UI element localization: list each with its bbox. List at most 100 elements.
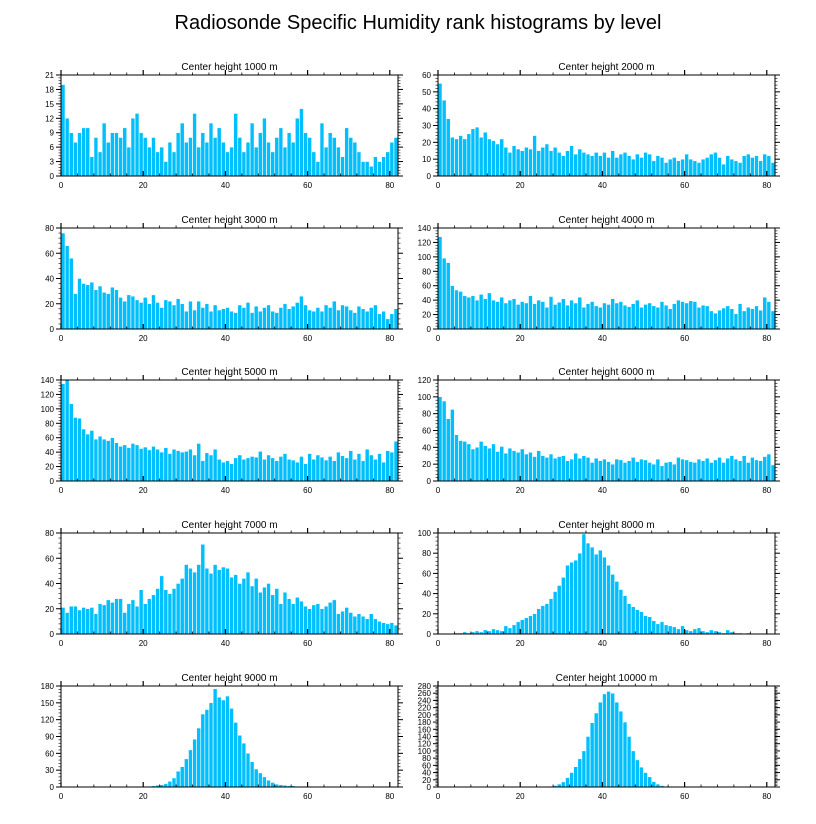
histogram-bar xyxy=(709,629,714,635)
histogram-bar xyxy=(130,295,136,330)
y-tick-label: 140 xyxy=(418,733,432,742)
histogram-bar xyxy=(692,160,697,177)
histogram-bar xyxy=(229,576,234,635)
histogram-bar xyxy=(688,300,693,330)
histogram-bar xyxy=(356,306,362,330)
histogram-bar xyxy=(598,307,603,330)
x-tick-label: 40 xyxy=(221,334,230,343)
histogram-bar xyxy=(487,292,492,330)
histogram-bar xyxy=(750,308,755,330)
histogram-bar xyxy=(282,146,288,177)
histogram-bar xyxy=(381,462,386,482)
histogram-bar xyxy=(282,453,288,482)
histogram-bar xyxy=(217,697,222,788)
histogram-bar xyxy=(606,565,611,635)
histogram-bar xyxy=(729,455,734,482)
histogram-bar xyxy=(249,456,255,482)
histogram-bar xyxy=(122,444,127,482)
histogram-bar xyxy=(511,298,517,330)
histogram-bar xyxy=(262,307,267,330)
histogram-bar xyxy=(233,312,238,330)
histogram-bar xyxy=(483,298,488,330)
histogram-bar xyxy=(635,461,640,482)
histogram-bar xyxy=(721,307,726,330)
histogram-bar xyxy=(470,448,476,482)
histogram-panel-1: Center height 1000 m 0 20 40 60 80 0 3 6 9 12 15 18 2… xyxy=(45,62,403,190)
histogram-bar xyxy=(373,459,378,482)
x-tick-label: 0 xyxy=(436,792,441,801)
y-tick-label: 50 xyxy=(422,88,431,97)
histogram-bar xyxy=(134,606,140,635)
histogram-bar xyxy=(746,307,751,330)
histogram-bar xyxy=(163,161,168,177)
histogram-bar xyxy=(381,156,386,177)
histogram-bar xyxy=(516,452,521,482)
histogram-bar xyxy=(569,458,574,482)
histogram-bar xyxy=(233,722,238,788)
x-tick-label: 40 xyxy=(221,181,230,190)
histogram-bar xyxy=(709,310,714,330)
x-tick-label: 0 xyxy=(59,486,64,495)
histogram-bar xyxy=(97,603,103,635)
histogram-bar xyxy=(548,598,554,635)
histogram-bar xyxy=(65,612,70,635)
y-tick-label: 80 xyxy=(422,410,431,419)
histogram-panel-9: Center height 9000 m 0 20 40 60 80 0 30 60 90 120 1… xyxy=(41,673,403,801)
histogram-bar xyxy=(369,454,374,482)
histogram-bar xyxy=(249,122,255,177)
histogram-bar xyxy=(336,146,341,177)
y-tick-label: 40 xyxy=(45,448,54,457)
histogram-bar xyxy=(393,308,399,330)
histogram-bar xyxy=(733,458,739,482)
histogram-bar xyxy=(377,161,382,177)
histogram-bar xyxy=(389,451,394,482)
histogram-bar xyxy=(585,153,591,177)
histogram-bar xyxy=(385,450,390,482)
histogram-bar xyxy=(655,307,660,330)
histogram-bar xyxy=(151,446,156,482)
histogram-bar xyxy=(229,708,234,788)
histogram-bar xyxy=(221,699,226,788)
histogram-bar xyxy=(446,262,451,330)
histogram-bar xyxy=(495,451,500,482)
histogram-bar xyxy=(221,308,226,330)
histogram-bar xyxy=(610,298,615,330)
histogram-bar xyxy=(622,721,628,788)
y-tick-label: 100 xyxy=(418,393,432,402)
histogram-bar xyxy=(307,309,312,330)
histogram-bar xyxy=(729,158,734,177)
histogram-bar xyxy=(204,303,210,330)
histogram-bar xyxy=(737,460,743,482)
histogram-bar xyxy=(241,307,246,330)
histogram-bar xyxy=(245,571,251,635)
histogram-bar xyxy=(491,299,496,330)
histogram-bar xyxy=(262,776,267,788)
histogram-bar xyxy=(524,147,529,177)
histogram-bar xyxy=(729,308,734,330)
histogram-bar xyxy=(692,628,697,635)
histogram-bar xyxy=(573,560,578,635)
histogram-bar xyxy=(483,629,488,635)
y-tick-label: 0 xyxy=(50,783,55,792)
y-tick-label: 6 xyxy=(50,143,55,152)
histogram-bar xyxy=(540,605,545,635)
histogram-bar xyxy=(610,150,615,177)
histogram-bar xyxy=(249,761,255,788)
histogram-bar xyxy=(450,137,455,177)
y-tick-label: 10 xyxy=(422,155,431,164)
histogram-bar xyxy=(631,750,636,788)
x-tick-label: 80 xyxy=(762,181,771,190)
histogram-bar xyxy=(770,310,776,330)
histogram-bar xyxy=(762,297,767,330)
histogram-bar xyxy=(581,455,586,482)
histogram-bar xyxy=(622,595,628,635)
histogram-bar xyxy=(393,441,399,482)
histogram-bar xyxy=(221,462,226,482)
histogram-bar xyxy=(188,749,193,788)
histogram-bar xyxy=(106,293,111,330)
histogram-bar xyxy=(114,132,119,177)
panel-frame xyxy=(437,227,776,330)
histogram-bar xyxy=(85,608,90,635)
histogram-bar xyxy=(171,304,177,330)
x-tick-label: 80 xyxy=(762,639,771,648)
